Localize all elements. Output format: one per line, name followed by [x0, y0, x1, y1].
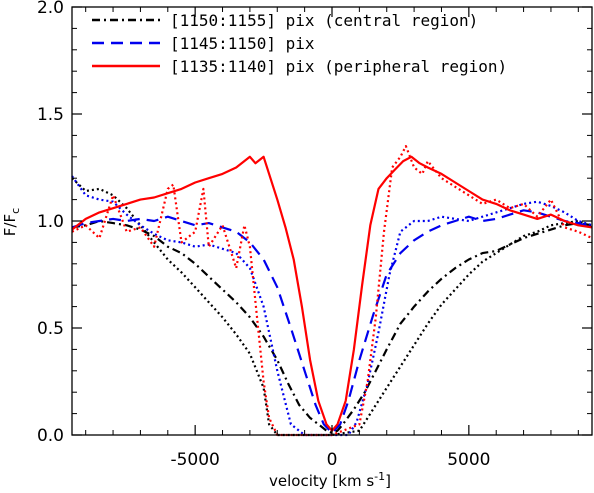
- y-axis-label: F/Fc: [1, 208, 22, 236]
- legend-label: [1135:1140] pix (peripheral region): [170, 57, 507, 76]
- x-tick-label: 0: [327, 450, 338, 470]
- series-line-3: [72, 210, 592, 433]
- plot-series: [72, 146, 592, 435]
- series-line-6: [72, 146, 592, 435]
- y-tick-label: 2.0: [37, 0, 64, 18]
- series-line-5: [72, 157, 592, 431]
- series-line-1: [72, 221, 592, 433]
- legend-label: [1145:1150] pix: [170, 34, 315, 53]
- y-tick-label: 0.0: [37, 426, 64, 446]
- series-line-4: [72, 176, 592, 435]
- x-axis-ticks: -5000 0 5000: [86, 7, 579, 470]
- x-tick-label: -5000: [170, 450, 219, 470]
- y-tick-label: 1.0: [37, 212, 64, 232]
- series-line-2: [72, 178, 592, 435]
- x-tick-label: 5000: [447, 450, 490, 470]
- legend-label: [1150:1155] pix (central region): [170, 11, 478, 30]
- y-tick-label: 0.5: [37, 319, 64, 339]
- x-axis-label: velocity [km s-1]: [269, 470, 391, 490]
- legend: [1150:1155] pix (central region) [1145:11…: [92, 11, 507, 76]
- y-tick-label: 1.5: [37, 105, 64, 125]
